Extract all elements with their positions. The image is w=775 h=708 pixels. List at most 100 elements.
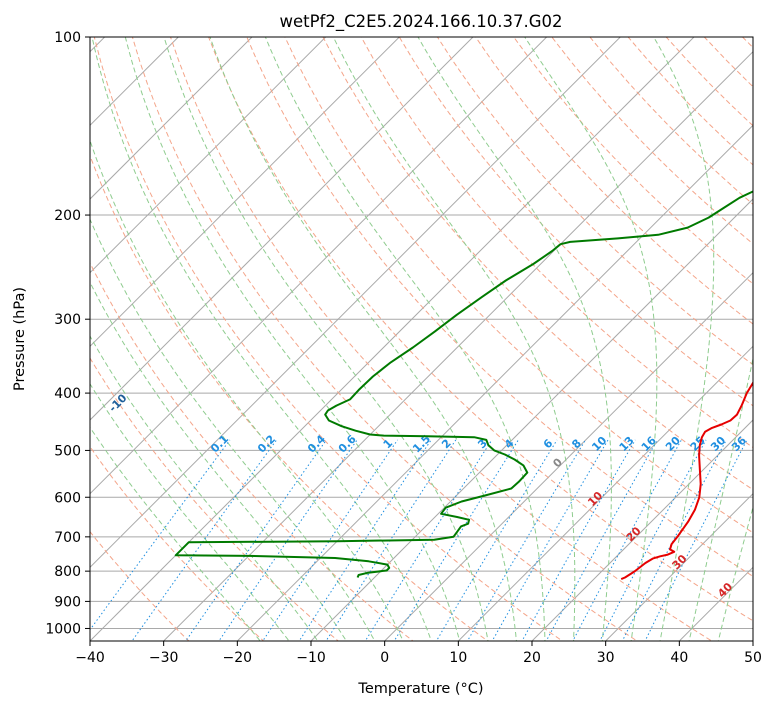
moist-adiabat-line: [417, 37, 612, 641]
mixing-ratio-label: 0.1: [208, 432, 231, 455]
dry-adiabat-label: -20: [26, 353, 49, 376]
isotherm-line: [0, 10, 58, 653]
y-tick-label: 400: [54, 386, 81, 402]
chart-title: wetPf2_C2E5.2024.166.10.37.G02: [279, 12, 562, 32]
isotherm-line: [531, 419, 753, 641]
mixing-ratio-label: 6: [541, 436, 556, 451]
x-tick-label: 50: [744, 650, 762, 666]
mixing-ratio-label: 25: [688, 434, 708, 454]
x-tick-label: −30: [149, 650, 179, 666]
y-tick-label: 500: [54, 443, 81, 459]
x-tick-label: 10: [449, 650, 467, 666]
isotherm-line: [90, 37, 253, 200]
mixing-ratio-line: [521, 439, 636, 641]
y-tick-label: 800: [54, 564, 81, 580]
y-tick-label: 700: [54, 530, 81, 546]
x-tick-label: 40: [670, 650, 688, 666]
y-tick-label: 100: [54, 30, 81, 46]
mixing-ratio-line: [131, 439, 278, 641]
isopleth-labels: 0.10.20.40.611.52346810131620253036-100-…: [26, 353, 749, 600]
moist-adiabat-line: [124, 37, 461, 641]
mixing-ratio-line: [325, 439, 457, 641]
mixing-ratio-line: [90, 439, 231, 631]
isotherm-label: 20: [624, 524, 644, 544]
x-tick-label: 0: [380, 650, 389, 666]
isotherm-line: [457, 345, 753, 641]
y-tick-label: 300: [54, 312, 81, 328]
dry-adiabat-line: [208, 37, 753, 622]
dewpoint-line: [174, 190, 753, 578]
isotherm-line: [162, 50, 753, 641]
dry-adiabat-line: [169, 37, 713, 641]
dry-adiabat-line: [513, 37, 753, 285]
isotherm-line: [90, 37, 695, 641]
mixing-ratio-line: [218, 439, 358, 641]
dry-adiabat-line: [90, 445, 265, 641]
y-axis: 100 200 300 400 500 600 700 800 900 1000: [45, 30, 90, 637]
moist-adiabat-line: [90, 217, 376, 641]
moist-adiabat-line: [717, 505, 753, 641]
moist-adiabat-line: [163, 37, 489, 641]
dry-adiabat-line: [589, 37, 753, 205]
background-lines: [0, 10, 775, 653]
isotherm-line: [236, 124, 753, 641]
mixing-ratio-label: 2: [439, 437, 454, 452]
x-tick-label: 30: [597, 650, 615, 666]
mixing-ratio-line: [364, 439, 493, 641]
dry-adiabat-line: [754, 10, 775, 653]
isotherm-line: [90, 37, 327, 274]
dry-adiabat-line: [360, 37, 753, 449]
moist-adiabat-line: [90, 138, 404, 641]
isotherm-line: [604, 492, 753, 641]
y-tick-label: 900: [54, 594, 81, 610]
x-tick-label: −40: [75, 650, 105, 666]
dry-adiabat-line: [398, 37, 753, 407]
x-axis-label: Temperature (°C): [357, 681, 483, 697]
series-layer: [174, 190, 753, 581]
x-tick-label: −10: [296, 650, 326, 666]
moist-adiabat-line: [264, 37, 546, 641]
mixing-ratio-line: [572, 439, 682, 641]
mixing-ratio-line: [435, 439, 558, 641]
moist-adiabat-line: [90, 335, 319, 641]
isotherm-line: [90, 37, 622, 569]
moist-adiabat-line: [524, 37, 658, 641]
mixing-ratio-line: [298, 439, 432, 641]
isotherm-label: 10: [585, 489, 605, 509]
y-tick-label: 600: [54, 490, 81, 506]
moist-adiabat-line: [90, 281, 347, 641]
mixing-ratio-label: 0.4: [305, 432, 328, 455]
moist-adiabat-line: [90, 382, 290, 641]
moist-adiabat-line: [653, 37, 715, 641]
isotherm-label: 30: [670, 552, 690, 572]
y-tick-label: 200: [54, 208, 81, 224]
moist-adiabat-line: [209, 37, 518, 641]
x-tick-label: 20: [523, 650, 541, 666]
y-axis-label: Pressure (hPa): [12, 287, 28, 391]
dry-adiabat-line: [284, 37, 753, 534]
moist-adiabat-line: [332, 37, 576, 641]
mixing-ratio-line: [545, 439, 658, 641]
mixing-ratio-line: [599, 439, 707, 641]
mixing-ratio-line: [466, 439, 586, 641]
moist-adiabat-line: [91, 37, 432, 641]
isotherm-line: [310, 198, 753, 641]
y-tick-label: 1000: [45, 621, 81, 637]
x-tick-label: −20: [223, 650, 253, 666]
isotherm-line: [90, 37, 474, 421]
dry-adiabat-line: [551, 37, 753, 245]
dry-adiabat-line: [741, 37, 753, 49]
mixing-ratio-line: [621, 439, 727, 641]
mixing-ratio-label: 0.6: [336, 432, 359, 455]
temperature-line: [620, 380, 753, 581]
isotherm-line: [752, 640, 753, 641]
isotherm-line: [90, 37, 401, 348]
isotherm-line: [383, 271, 753, 641]
plot-area: 0.10.20.40.611.52346810131620253036-100-…: [0, 10, 775, 653]
x-axis: −40 −30 −20 −10 0 10 20 30 40 50: [75, 641, 762, 666]
dry-adiabat-line: [475, 37, 753, 325]
mixing-ratio-line: [491, 439, 609, 641]
mixing-ratio-line: [644, 439, 748, 641]
isotherm-line: [90, 37, 548, 495]
